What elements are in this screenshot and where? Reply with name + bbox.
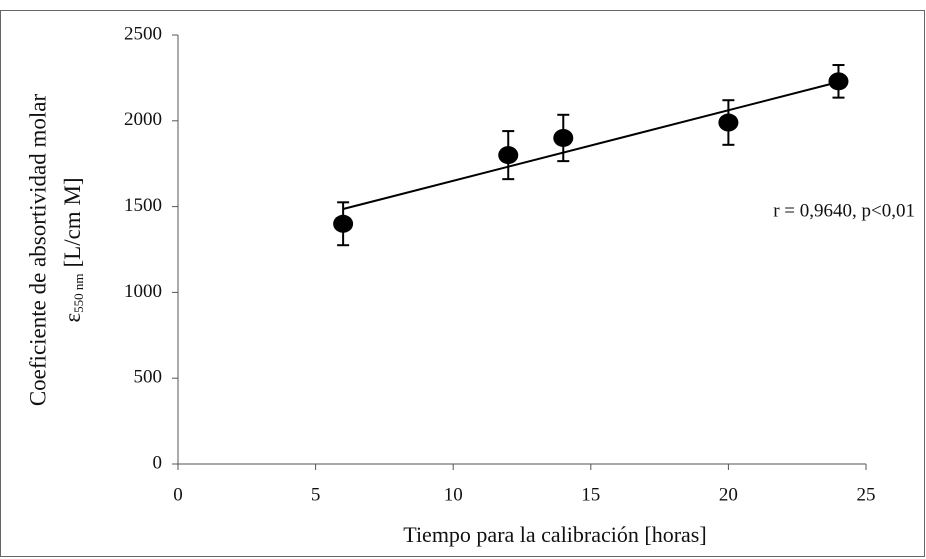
annotation: r = 0,9640, p<0,01 xyxy=(773,200,915,221)
y-symbol: ε xyxy=(60,313,85,323)
point xyxy=(333,214,354,233)
x-tick-label: 0 xyxy=(173,484,183,505)
y-subscript: 550 nm xyxy=(71,274,86,313)
trend-line xyxy=(342,81,839,210)
y-axis-label: Coeficiente de absortividad molar xyxy=(25,94,50,407)
y-axis-unit: ε550 nm [L/cm M] xyxy=(60,177,86,322)
x-axis-label: Tiempo para la calibración [horas] xyxy=(403,522,706,547)
point xyxy=(828,72,849,91)
x-tick-label: 25 xyxy=(857,484,876,505)
frame xyxy=(0,10,925,557)
x-tick-label: 10 xyxy=(444,484,463,505)
y-unit: [L/cm M] xyxy=(60,177,85,267)
y-tick-label: 2500 xyxy=(124,23,162,44)
x-tick-label: 20 xyxy=(719,484,738,505)
point xyxy=(553,128,574,147)
point xyxy=(718,113,739,132)
y-tick-label: 0 xyxy=(153,452,163,473)
x-tick-label: 15 xyxy=(581,484,600,505)
x-tick-label: 5 xyxy=(311,484,321,505)
y-tick-label: 1500 xyxy=(124,195,162,216)
y-tick-label: 1000 xyxy=(124,281,162,302)
point xyxy=(498,146,519,165)
y-tick-label: 500 xyxy=(134,367,163,388)
y-tick-label: 2000 xyxy=(124,109,162,130)
